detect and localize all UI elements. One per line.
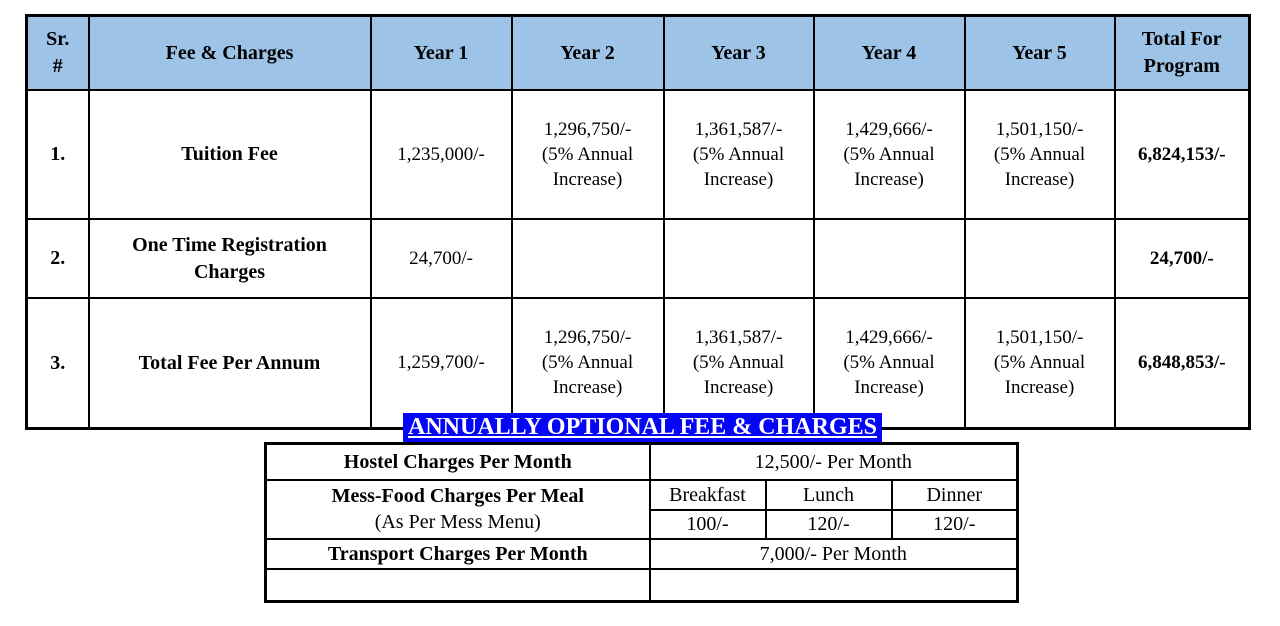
empty-label-cell	[264, 567, 651, 603]
meal-column-breakfast: Breakfast	[648, 478, 767, 511]
amount-text: 1,429,666/-	[845, 327, 933, 349]
year3-cell: 1,361,587/- (5% Annual Increase)	[662, 297, 815, 430]
fee-label-cell: One Time Registration Charges	[87, 217, 372, 300]
increase-note: (5% Annual Increase)	[692, 143, 785, 190]
hostel-charges-row: Hostel Charges Per Month 12,500/- Per Mo…	[264, 442, 1019, 481]
mess-header-row: Mess-Food Charges Per Meal (As Per Mess M…	[264, 478, 1019, 540]
mess-sublabel-text: (As Per Mess Menu)	[374, 511, 541, 533]
meal-column-lunch: Lunch	[764, 478, 893, 511]
empty-row	[264, 567, 1019, 603]
header-sr-number: Sr. #	[25, 14, 90, 91]
increase-note: (5% Annual Increase)	[993, 352, 1086, 399]
amount-text: 24,700/-	[409, 247, 473, 269]
sr-number-cell: 3.	[25, 297, 90, 430]
fee-label-cell: Total Fee Per Annum	[87, 297, 372, 430]
year1-cell: 24,700/-	[369, 217, 513, 300]
header-year-5: Year 5	[963, 14, 1116, 91]
mess-label-cell: Mess-Food Charges Per Meal (As Per Mess M…	[264, 478, 651, 540]
amount-text: 1,296,750/-	[543, 327, 632, 349]
amount-text: 1,429,666/-	[845, 118, 933, 140]
year5-cell	[963, 217, 1116, 300]
program-fee-table: Sr. # Fee & Charges Year 1 Year 2 Year 3…	[25, 14, 1251, 430]
total-cell: 6,848,853/-	[1113, 297, 1251, 430]
year5-cell: 1,501,150/- (5% Annual Increase)	[963, 88, 1116, 220]
total-cell: 6,824,153/-	[1113, 88, 1251, 220]
increase-note: (5% Annual Increase)	[993, 143, 1086, 190]
transport-value-cell: 7,000/- Per Month	[648, 537, 1019, 570]
amount-text: 1,361,587/-	[694, 327, 783, 349]
fee-label-cell: Tuition Fee	[87, 88, 372, 220]
header-year-4: Year 4	[812, 14, 966, 91]
lunch-price-cell: 120/-	[764, 508, 893, 540]
increase-note: (5% Annual Increase)	[843, 143, 935, 190]
amount-text: 1,296,750/-	[543, 118, 632, 140]
transport-charges-row: Transport Charges Per Month 7,000/- Per …	[264, 537, 1019, 570]
header-fee-charges: Fee & Charges	[87, 14, 372, 91]
amount-text: 1,235,000/-	[397, 143, 485, 165]
hostel-value-cell: 12,500/- Per Month	[648, 442, 1019, 481]
year1-cell: 1,235,000/-	[369, 88, 513, 220]
amount-text: 1,501,150/-	[995, 118, 1084, 140]
amount-text: 1,259,700/-	[397, 352, 485, 374]
increase-note: (5% Annual Increase)	[541, 352, 634, 399]
year4-cell	[812, 217, 966, 300]
fee-row-tuition: 1. Tuition Fee 1,235,000/- 1,296,750/- (5…	[25, 88, 1251, 220]
breakfast-price-cell: 100/-	[648, 508, 767, 540]
meal-column-dinner: Dinner	[890, 478, 1019, 511]
year2-cell: 1,296,750/- (5% Annual Increase)	[510, 88, 665, 220]
increase-note: (5% Annual Increase)	[843, 352, 935, 399]
amount-text: 1,361,587/-	[694, 118, 783, 140]
increase-note: (5% Annual Increase)	[692, 352, 785, 399]
year2-cell	[510, 217, 665, 300]
mess-values-row: 100/- 120/- 120/-	[266, 508, 1019, 540]
fee-row-registration: 2. One Time Registration Charges 24,700/…	[25, 217, 1251, 300]
fee-row-total-per-annum: 3. Total Fee Per Annum 1,259,700/- 1,296…	[25, 297, 1251, 430]
year4-cell: 1,429,666/- (5% Annual Increase)	[812, 88, 966, 220]
amount-text: 1,501,150/-	[995, 327, 1084, 349]
total-cell: 24,700/-	[1113, 217, 1251, 300]
transport-label-cell: Transport Charges Per Month	[264, 537, 651, 570]
header-total-for-program: Total For Program	[1113, 14, 1251, 91]
fee-table-header-row: Sr. # Fee & Charges Year 1 Year 2 Year 3…	[25, 14, 1251, 91]
hostel-label-cell: Hostel Charges Per Month	[264, 442, 651, 481]
header-year-3: Year 3	[662, 14, 815, 91]
mess-label-text: Mess-Food Charges Per Meal	[331, 485, 584, 507]
empty-value-cell	[648, 567, 1019, 603]
increase-note: (5% Annual Increase)	[541, 143, 634, 190]
header-year-2: Year 2	[510, 14, 665, 91]
year3-cell	[662, 217, 815, 300]
year4-cell: 1,429,666/- (5% Annual Increase)	[812, 297, 966, 430]
year1-cell: 1,259,700/-	[369, 297, 513, 430]
dinner-price-cell: 120/-	[890, 508, 1019, 540]
header-year-1: Year 1	[369, 14, 513, 91]
year2-cell: 1,296,750/- (5% Annual Increase)	[510, 297, 665, 430]
sr-number-cell: 1.	[25, 88, 90, 220]
year3-cell: 1,361,587/- (5% Annual Increase)	[662, 88, 815, 220]
sr-number-cell: 2.	[25, 217, 90, 300]
optional-fees-table: Hostel Charges Per Month 12,500/- Per Mo…	[264, 442, 1020, 603]
optional-fees-title: ANNUALLY OPTIONAL FEE & CHARGES	[403, 413, 882, 442]
year5-cell: 1,501,150/- (5% Annual Increase)	[963, 297, 1116, 430]
